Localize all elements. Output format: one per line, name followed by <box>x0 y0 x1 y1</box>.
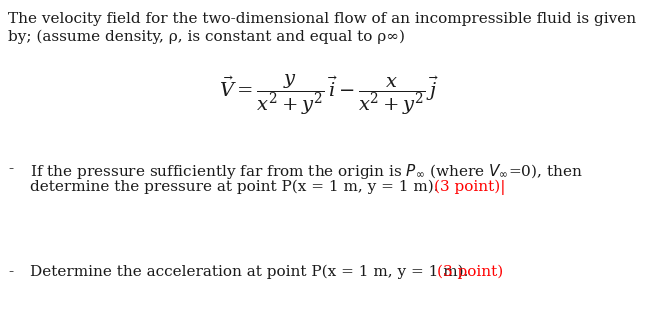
Text: (3 point): (3 point) <box>437 265 503 279</box>
Text: Determine the acceleration at point P(x = 1 m, y = 1 m).: Determine the acceleration at point P(x … <box>30 265 473 279</box>
Text: The velocity field for the two-dimensional flow of an incompressible fluid is gi: The velocity field for the two-dimension… <box>8 12 636 26</box>
Text: $\vec{V} = \dfrac{y}{x^2 + y^2}\,\vec{i} - \dfrac{x}{x^2 + y^2}\,\vec{j}$: $\vec{V} = \dfrac{y}{x^2 + y^2}\,\vec{i}… <box>219 72 439 117</box>
Text: determine the pressure at point P(x = 1 m, y = 1 m).: determine the pressure at point P(x = 1 … <box>30 180 443 194</box>
Text: (3 point)|: (3 point)| <box>434 180 505 195</box>
Text: -: - <box>8 265 13 279</box>
Text: If the pressure sufficiently far from the origin is $P_{\infty}$ (where $V_{\inf: If the pressure sufficiently far from th… <box>30 162 583 181</box>
Text: -: - <box>8 162 13 176</box>
Text: by; (assume density, ρ, is constant and equal to ρ∞): by; (assume density, ρ, is constant and … <box>8 30 405 44</box>
